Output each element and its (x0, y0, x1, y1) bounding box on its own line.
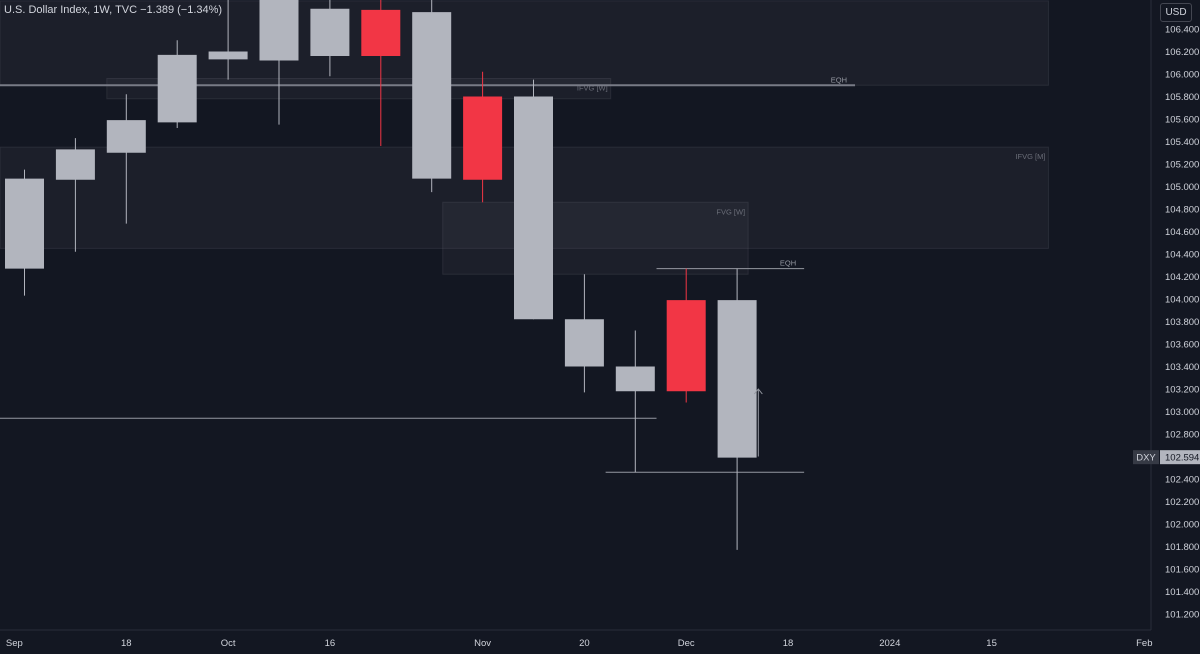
price-symbol-label: DXY (1136, 453, 1156, 464)
candle-body-12 (615, 366, 655, 392)
y-tick-label: 102.200 (1165, 497, 1199, 508)
y-tick-label: 104.000 (1165, 295, 1199, 306)
x-tick-label: Sep (6, 638, 23, 649)
y-tick-label: 103.000 (1165, 407, 1199, 418)
zone-3 (442, 201, 749, 275)
candle-body-8 (412, 12, 452, 179)
x-tick-label: Feb (1136, 638, 1152, 649)
chart-title: U.S. Dollar Index, 1W, TVC −1.389 (−1.34… (4, 4, 223, 16)
candle-body-1 (55, 149, 95, 180)
y-tick-label: 102.000 (1165, 520, 1199, 531)
candle-body-6 (310, 8, 350, 56)
x-tick-label: 20 (579, 638, 590, 649)
y-tick-label: 103.800 (1165, 317, 1199, 328)
y-tick-label: 103.600 (1165, 340, 1199, 351)
zone-1 (106, 78, 612, 100)
y-tick-label: 104.400 (1165, 250, 1199, 261)
level-label-0: EQH (831, 75, 847, 84)
x-tick-label: Nov (474, 638, 491, 649)
y-tick-label: 102.800 (1165, 430, 1199, 441)
y-tick-label: 106.400 (1165, 25, 1199, 36)
y-tick-label: 102.400 (1165, 475, 1199, 486)
y-tick-label: 106.000 (1165, 70, 1199, 81)
candle-body-9 (463, 96, 503, 180)
currency-button[interactable]: USD (1160, 3, 1192, 22)
arrow-head (753, 388, 763, 395)
y-tick-label: 104.600 (1165, 227, 1199, 238)
y-tick-label: 101.200 (1165, 610, 1199, 621)
candle-body-10 (514, 96, 553, 320)
candle-body-5 (259, 0, 299, 61)
y-tick-label: 104.200 (1165, 272, 1199, 283)
y-tick-label: 103.200 (1165, 385, 1199, 396)
y-tick-label: 105.000 (1165, 182, 1199, 193)
price-axis-bg (1151, 0, 1200, 654)
candle-body-2 (106, 120, 146, 153)
y-tick-label: 105.600 (1165, 115, 1199, 126)
price-symbol-bg (1133, 450, 1159, 465)
candle-body-3 (157, 54, 197, 123)
x-tick-label: 15 (986, 638, 997, 649)
y-tick-label: 104.800 (1165, 205, 1199, 216)
x-tick-label: 2024 (879, 638, 900, 649)
y-tick-label: 105.400 (1165, 137, 1199, 148)
zone-label-3: FVG [W] (716, 207, 745, 216)
price-value-label: 102.594 (1165, 453, 1199, 464)
x-tick-label: 16 (325, 638, 336, 649)
time-axis-bg (0, 630, 1200, 654)
y-tick-label: 103.400 (1165, 362, 1199, 373)
x-tick-label: 18 (783, 638, 794, 649)
candle-body-14 (717, 300, 757, 458)
y-tick-label: 106.200 (1165, 47, 1199, 58)
y-tick-label: 105.800 (1165, 92, 1199, 103)
y-tick-label: 101.600 (1165, 565, 1199, 576)
price-value-bg (1160, 450, 1200, 465)
candle-body-4 (208, 51, 248, 60)
x-tick-label: 18 (121, 638, 132, 649)
x-tick-label: Dec (678, 638, 695, 649)
y-tick-label: 101.800 (1165, 542, 1199, 553)
y-tick-label: 105.200 (1165, 160, 1199, 171)
candle-body-7 (361, 9, 401, 56)
level-label-1: EQH (780, 259, 796, 268)
candle-body-0 (5, 178, 44, 269)
x-tick-label: Oct (221, 638, 236, 649)
candle-body-11 (564, 319, 604, 367)
zone-label-1: IFVG [W] (577, 84, 608, 93)
candle-body-13 (666, 300, 706, 392)
zone-label-2: IFVG [M] (1015, 152, 1045, 161)
y-tick-label: 101.400 (1165, 587, 1199, 598)
